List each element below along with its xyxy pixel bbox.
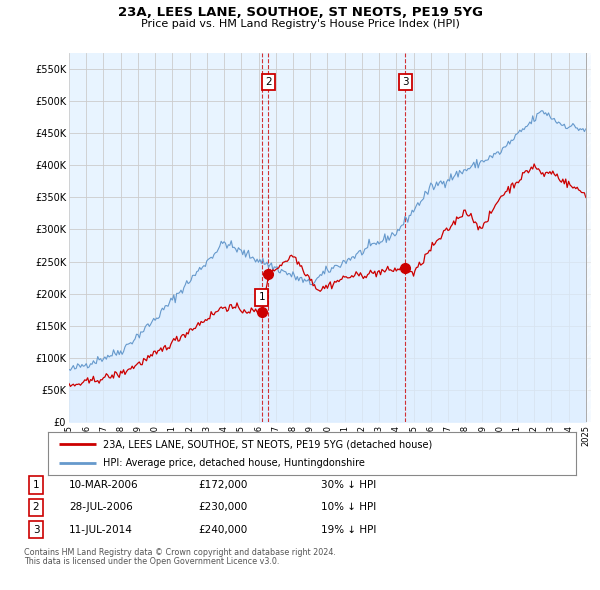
Text: 28-JUL-2006: 28-JUL-2006 (69, 503, 133, 512)
Text: £230,000: £230,000 (198, 503, 247, 512)
Text: 10% ↓ HPI: 10% ↓ HPI (321, 503, 376, 512)
Text: HPI: Average price, detached house, Huntingdonshire: HPI: Average price, detached house, Hunt… (103, 458, 365, 468)
Text: 10-MAR-2006: 10-MAR-2006 (69, 480, 139, 490)
Text: £240,000: £240,000 (198, 525, 247, 535)
Text: Contains HM Land Registry data © Crown copyright and database right 2024.: Contains HM Land Registry data © Crown c… (24, 548, 336, 557)
Text: This data is licensed under the Open Government Licence v3.0.: This data is licensed under the Open Gov… (24, 558, 280, 566)
Text: 3: 3 (32, 525, 40, 535)
Text: 1: 1 (32, 480, 40, 490)
Text: Price paid vs. HM Land Registry's House Price Index (HPI): Price paid vs. HM Land Registry's House … (140, 19, 460, 29)
Text: 23A, LEES LANE, SOUTHOE, ST NEOTS, PE19 5YG (detached house): 23A, LEES LANE, SOUTHOE, ST NEOTS, PE19 … (103, 440, 433, 450)
Text: 3: 3 (402, 77, 409, 87)
Text: 2: 2 (32, 503, 40, 512)
Text: 30% ↓ HPI: 30% ↓ HPI (321, 480, 376, 490)
Text: 23A, LEES LANE, SOUTHOE, ST NEOTS, PE19 5YG: 23A, LEES LANE, SOUTHOE, ST NEOTS, PE19 … (118, 6, 482, 19)
Bar (586, 53, 591, 422)
Text: 2: 2 (265, 77, 272, 87)
Text: 1: 1 (259, 293, 265, 303)
Text: 11-JUL-2014: 11-JUL-2014 (69, 525, 133, 535)
Text: 19% ↓ HPI: 19% ↓ HPI (321, 525, 376, 535)
Text: £172,000: £172,000 (198, 480, 247, 490)
